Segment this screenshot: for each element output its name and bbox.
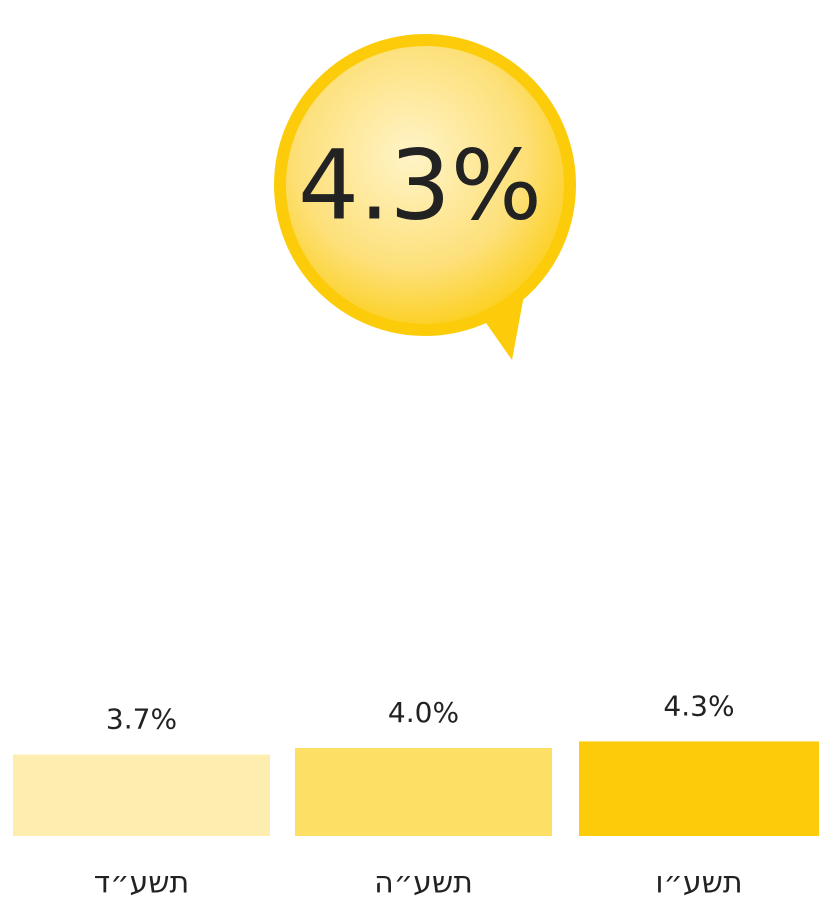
bar [13, 754, 270, 836]
category-label: תשע״ד [94, 866, 189, 897]
bubble-circle [274, 34, 576, 336]
bar [295, 748, 552, 836]
callout-bubble: 4.3% [274, 34, 576, 360]
value-label: 4.3% [663, 689, 734, 722]
bar [579, 741, 819, 836]
value-label: 4.0% [388, 696, 459, 729]
category-label: תשע״ו [655, 866, 742, 897]
value-label: 3.7% [106, 703, 177, 736]
category-label: תשע״ה [374, 866, 473, 897]
callout-value: 4.3% [298, 129, 542, 241]
